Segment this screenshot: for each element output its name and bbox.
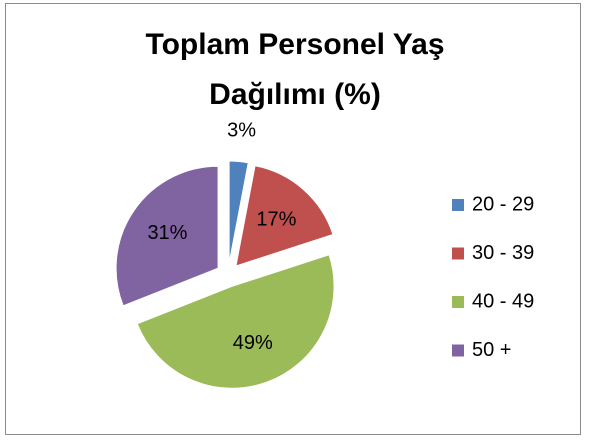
pie-slice bbox=[228, 160, 249, 264]
legend-swatch bbox=[452, 296, 464, 308]
chart-frame bbox=[5, 3, 581, 435]
legend-label: 20 - 29 bbox=[472, 193, 534, 215]
chart-title: Toplam Personel Yaş Dağılımı (%) bbox=[145, 28, 445, 111]
legend-swatch bbox=[452, 199, 464, 211]
data-label: 3% bbox=[227, 119, 256, 141]
data-label: 31% bbox=[147, 222, 187, 244]
title-box: Toplam Personel Yaş Dağılımı (%) bbox=[0, 20, 590, 120]
pie-slice bbox=[136, 254, 335, 389]
legend-label: 30 - 39 bbox=[472, 242, 534, 264]
pie-slice bbox=[115, 165, 219, 307]
legend-swatch bbox=[452, 247, 464, 260]
data-label: 49% bbox=[233, 332, 273, 354]
legend-label: 40 - 49 bbox=[472, 290, 534, 312]
data-label: 17% bbox=[256, 208, 296, 230]
legend-swatch bbox=[452, 344, 464, 357]
pie-slice bbox=[235, 165, 334, 267]
legend-label: 50 + bbox=[472, 339, 511, 361]
